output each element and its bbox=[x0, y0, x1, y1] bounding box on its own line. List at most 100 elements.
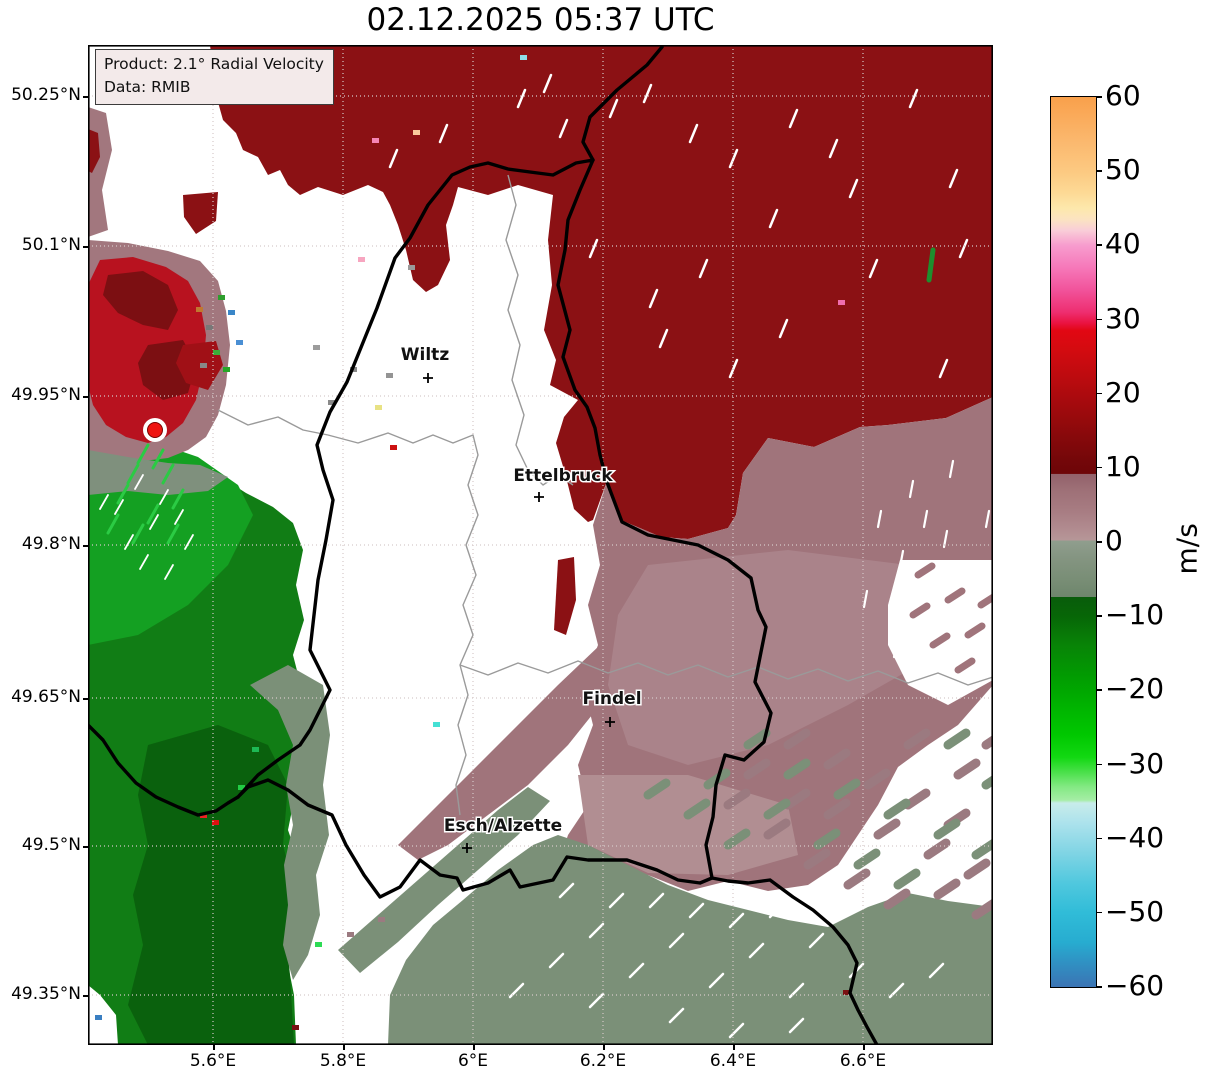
region-findel-mauve-arm bbox=[398, 645, 600, 860]
noise-pixels bbox=[95, 55, 850, 1030]
region-mauve-light-mid bbox=[608, 550, 948, 765]
y-tick-mark bbox=[83, 96, 88, 98]
city-cross-icon bbox=[462, 843, 472, 853]
streaks-mauve-speckle-bottom-right bbox=[723, 728, 993, 920]
region-border-red-strip-mid bbox=[554, 557, 576, 635]
germany-france-border bbox=[710, 876, 879, 1045]
streaks-bright-green-rays bbox=[106, 443, 185, 545]
x-tick-mark bbox=[213, 1045, 215, 1050]
region-radar-blob-graygreen-band bbox=[88, 450, 228, 495]
region-sage-strip-mid bbox=[250, 665, 330, 980]
colorbar-tick-label: 30 bbox=[1105, 301, 1141, 335]
x-tick-label: 6.4°E bbox=[709, 1051, 757, 1071]
colorbar-tick-label: 0 bbox=[1105, 524, 1123, 557]
region-bottom-sage-mass bbox=[388, 835, 993, 1045]
y-tick-mark bbox=[83, 995, 88, 997]
colorbar-tick-mark bbox=[1096, 763, 1102, 765]
colorbar-tick-label: 20 bbox=[1105, 375, 1141, 409]
x-tick-mark bbox=[603, 1045, 605, 1050]
x-tick-label: 6.6°E bbox=[839, 1051, 887, 1071]
y-tick-label: 50.1°N bbox=[21, 235, 81, 255]
y-tick-mark bbox=[83, 698, 88, 700]
city-label: Wiltz bbox=[401, 345, 450, 365]
city-cross-icon bbox=[605, 717, 615, 727]
city-label: Ettelbruck bbox=[513, 466, 613, 486]
colorbar-tick-mark bbox=[1096, 318, 1102, 320]
x-tick-label: 5.6°E bbox=[189, 1051, 237, 1071]
region-green-bright-fan bbox=[88, 440, 253, 645]
product-info-box: Product: 2.1° Radial Velocity Data: RMIB bbox=[95, 49, 334, 105]
map-plot-area[interactable]: Wiltz Ettelbruck Findel Esch/Alzette bbox=[88, 45, 993, 1045]
city-cross-icon bbox=[423, 373, 433, 383]
country-borders bbox=[88, 45, 879, 1045]
x-tick-label: 5.8°E bbox=[319, 1051, 367, 1071]
region-top-dark-red-mass bbox=[210, 45, 993, 539]
colorbar-tick-label: 60 bbox=[1105, 79, 1141, 112]
region-esch-sage-band bbox=[338, 787, 550, 973]
colorbar-tick-label: −10 bbox=[1105, 598, 1165, 632]
colorbar-tick-mark bbox=[1096, 689, 1102, 691]
streaks-white-rays-green-fan bbox=[99, 474, 194, 580]
colorbar-tick-mark bbox=[1096, 170, 1102, 172]
y-tick-mark bbox=[83, 846, 88, 848]
region-top-left-red-arm bbox=[183, 192, 218, 234]
graticule bbox=[88, 45, 993, 1045]
x-tick-mark bbox=[733, 1045, 735, 1050]
page-title: 02.12.2025 05:37 UTC bbox=[366, 2, 715, 38]
region-green-dark-south bbox=[128, 725, 294, 1045]
colorbar-tick-label: 50 bbox=[1105, 153, 1141, 187]
city-label: Esch/Alzette bbox=[444, 816, 562, 836]
y-tick-label: 49.95°N bbox=[11, 385, 81, 405]
colorbar-tick-label: −30 bbox=[1105, 746, 1165, 780]
x-tick-mark bbox=[473, 1045, 475, 1050]
x-tick-mark bbox=[863, 1045, 865, 1050]
colorbar-tick-label: 10 bbox=[1105, 449, 1141, 483]
colorbar-tick-label: −60 bbox=[1105, 969, 1165, 1002]
colorbar-units-label: m/s bbox=[1170, 523, 1204, 575]
product-line: Product: 2.1° Radial Velocity bbox=[104, 55, 324, 73]
y-tick-label: 49.8°N bbox=[21, 534, 81, 554]
internal-borders bbox=[217, 174, 993, 816]
y-tick-label: 49.5°N bbox=[21, 835, 81, 855]
colorbar-tick-label: 40 bbox=[1105, 227, 1141, 261]
region-west-border-red-patch bbox=[176, 341, 223, 390]
region-radar-blob-maroon-1 bbox=[103, 271, 178, 330]
colorbar-tick-mark bbox=[1096, 837, 1102, 840]
streaks-white-slashes-bottom-sage bbox=[508, 882, 945, 1039]
streaks-sage-speckle-bottom-right bbox=[643, 728, 993, 890]
colorbar-tick-mark bbox=[1096, 96, 1102, 98]
x-tick-label: 6°E bbox=[457, 1051, 489, 1071]
streaks-white-slashes-top-red bbox=[388, 73, 969, 379]
city-markers: Wiltz Ettelbruck Findel Esch/Alzette bbox=[399, 344, 643, 853]
colorbar-tick-mark bbox=[1096, 244, 1102, 246]
y-tick-label: 49.35°N bbox=[11, 984, 81, 1004]
france-belgium-border bbox=[88, 723, 240, 817]
x-tick-mark bbox=[343, 1045, 345, 1050]
streaks-green-streak-right bbox=[926, 247, 936, 283]
radar-site-dot bbox=[147, 422, 163, 438]
y-tick-mark bbox=[83, 246, 88, 248]
belgium-germany-border bbox=[581, 45, 664, 162]
luxembourg-border bbox=[236, 158, 773, 899]
city-cross-icon bbox=[534, 492, 544, 502]
colorbar-tick-mark bbox=[1096, 911, 1102, 914]
colorbar-tick-mark bbox=[1096, 986, 1102, 988]
city-label: Findel bbox=[582, 689, 641, 709]
x-tick-label: 6.2°E bbox=[579, 1051, 627, 1071]
colorbar-tick-mark bbox=[1096, 615, 1102, 617]
y-tick-mark bbox=[83, 545, 88, 547]
data-source-line: Data: RMIB bbox=[104, 78, 191, 97]
colorbar-tick-mark bbox=[1096, 541, 1102, 543]
colorbar-tick-mark bbox=[1096, 392, 1102, 395]
colorbar-tick-label: −50 bbox=[1105, 894, 1165, 928]
plot-spine bbox=[88, 45, 993, 1045]
colorbar-tick-mark bbox=[1096, 466, 1102, 469]
region-right-white-erosion bbox=[888, 560, 993, 705]
y-tick-label: 50.25°N bbox=[11, 85, 81, 105]
y-tick-label: 49.65°N bbox=[11, 687, 81, 707]
y-tick-mark bbox=[83, 396, 88, 398]
region-left-edge-red-top bbox=[88, 129, 100, 173]
colorbar bbox=[1050, 96, 1097, 988]
colorbar-tick-label: −40 bbox=[1105, 820, 1165, 854]
